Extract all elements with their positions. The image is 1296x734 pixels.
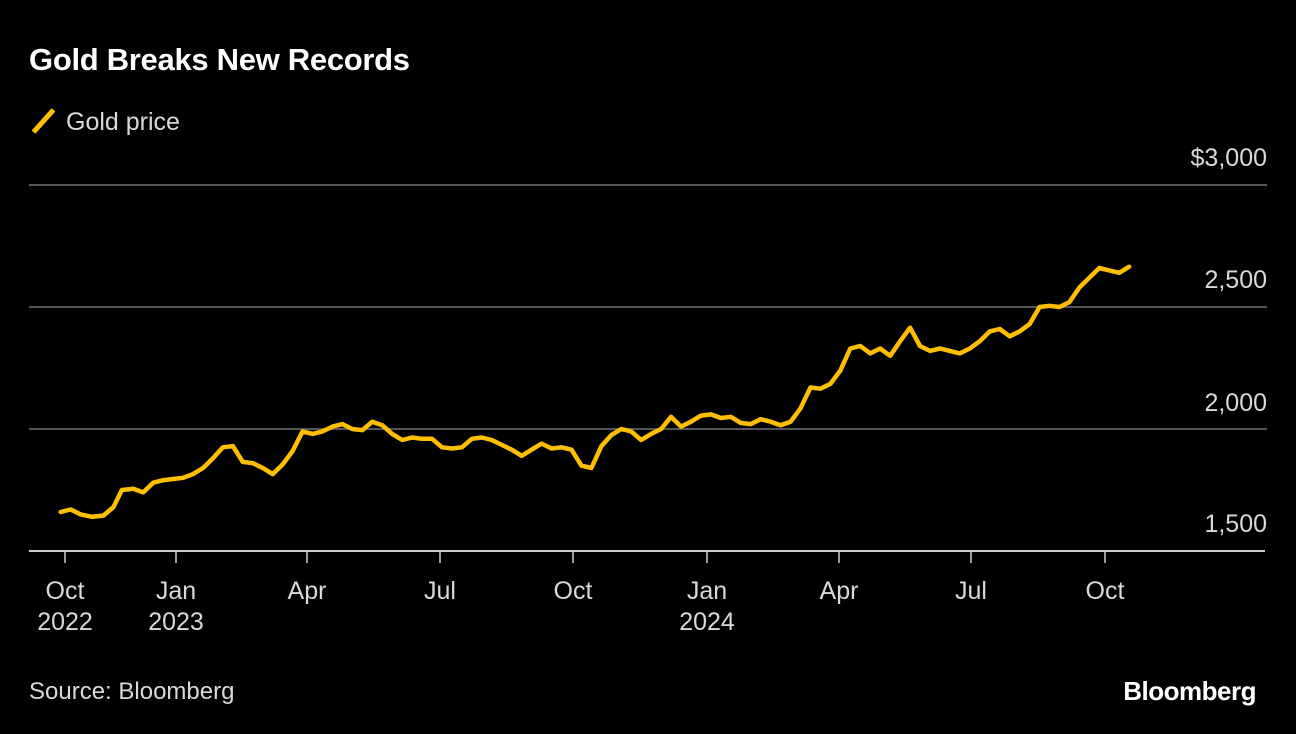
x-tick-jul-2024: Jul (921, 576, 1021, 607)
x-tick-month: Oct (553, 577, 593, 605)
x-tick-month: Oct (45, 577, 85, 605)
x-tick-year: 2023 (148, 608, 204, 636)
x-tick-apr-2023: Apr (257, 576, 357, 607)
legend: Gold price (29, 107, 180, 137)
x-tick-oct-2022: Oct 2022 (15, 576, 115, 638)
source-note: Source: Bloomberg (29, 678, 235, 705)
x-tick-month: Apr (287, 577, 327, 605)
x-tick-jul-2023: Jul (390, 576, 490, 607)
x-tick-month: Jan (686, 577, 728, 605)
x-tick-month: Jul (424, 577, 456, 605)
legend-label: Gold price (66, 107, 180, 136)
y-tick-1500: 1,500 (1204, 510, 1267, 538)
x-tick-year: 2024 (679, 608, 735, 636)
y-tick-2000: 2,000 (1204, 389, 1267, 417)
bloomberg-logo: Bloomberg (1123, 676, 1256, 706)
x-tick-month: Jan (155, 577, 197, 605)
x-tick-oct-2024: Oct (1055, 576, 1155, 607)
x-tick-month: Apr (819, 577, 859, 605)
x-tick-oct-2023: Oct (523, 576, 623, 607)
y-tick-3000: $3,000 (1190, 144, 1267, 172)
y-tick-2500: 2,500 (1204, 266, 1267, 294)
x-tick-month: Oct (1085, 577, 1125, 605)
x-axis (29, 550, 1265, 563)
x-tick-year: 2022 (37, 608, 93, 636)
gridlines (29, 184, 1267, 430)
x-tick-month: Jul (955, 577, 987, 605)
x-tick-apr-2024: Apr (789, 576, 889, 607)
chart-title: Gold Breaks New Records (29, 42, 410, 77)
gold-price-line (58, 264, 1132, 520)
x-tick-jan-2023: Jan 2023 (126, 576, 226, 638)
x-tick-jan-2024: Jan 2024 (657, 576, 757, 638)
